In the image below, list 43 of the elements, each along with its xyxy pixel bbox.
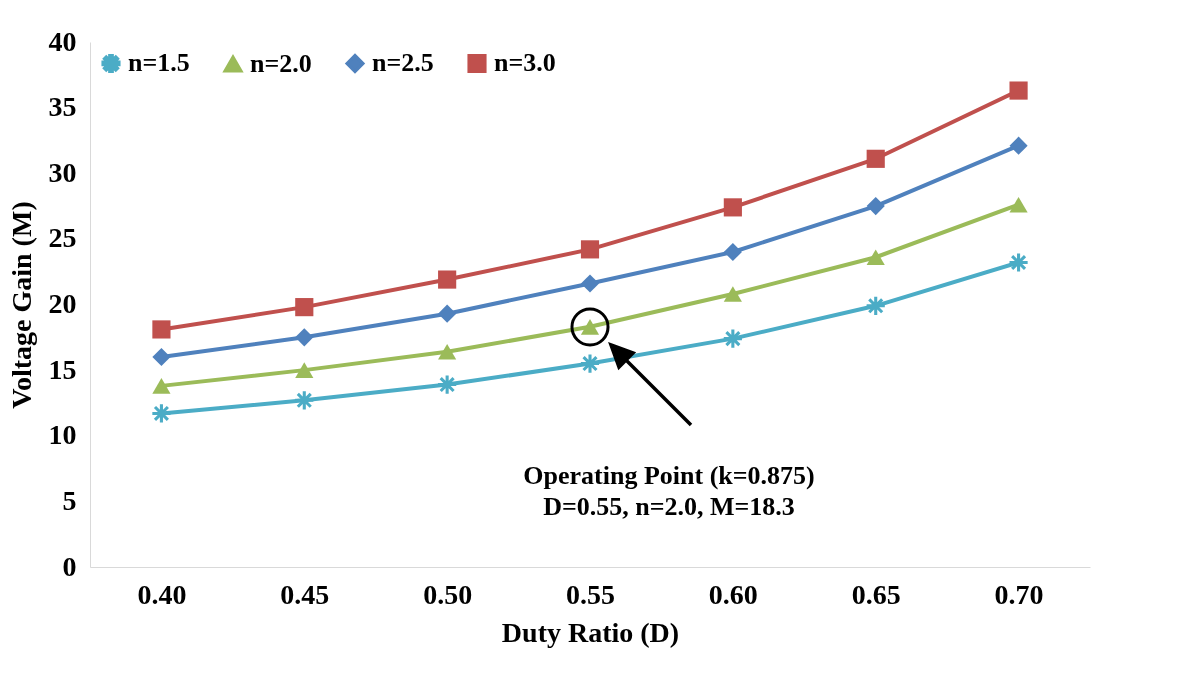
point <box>723 198 742 217</box>
y-tick-label: 30 <box>48 156 77 188</box>
x-tick-label: 0.50 <box>423 578 473 610</box>
point <box>152 320 171 339</box>
point <box>438 270 457 289</box>
legend-label: n=1.5 <box>128 48 190 78</box>
y-tick-label: 15 <box>48 353 77 385</box>
point <box>1009 81 1028 100</box>
x-tick-label: 0.70 <box>994 578 1044 610</box>
x-tick-label: 0.55 <box>566 578 615 610</box>
y-tick-label: 40 <box>48 25 77 57</box>
y-tick-label: 20 <box>48 288 77 319</box>
point <box>723 286 742 302</box>
x-tick-label: 0.45 <box>280 578 330 610</box>
point <box>866 249 885 266</box>
point <box>580 240 600 259</box>
point <box>438 304 457 323</box>
x-tick-label: 0.40 <box>137 578 187 610</box>
legend-label: n=2.0 <box>250 49 312 78</box>
y-tick-label: 0 <box>62 550 77 582</box>
point <box>152 347 171 367</box>
legend-label: n=2.5 <box>372 48 434 78</box>
point <box>1009 196 1028 213</box>
point <box>866 196 885 216</box>
point <box>1009 136 1028 155</box>
y-tick-label: 35 <box>48 91 77 123</box>
point <box>295 362 314 378</box>
point <box>580 274 600 293</box>
x-axis-title: Duty Ratio (D) <box>501 616 680 648</box>
x-tick-label: 0.60 <box>708 578 758 610</box>
point <box>866 149 885 168</box>
x-tick-label: 0.65 <box>851 578 901 610</box>
point <box>295 328 314 347</box>
legend-label: n=3.0 <box>494 48 556 78</box>
annotation: Operating Point (k=0.875) D=0.55, n=2.0, M=18.3 <box>523 461 815 521</box>
point <box>438 343 457 360</box>
point <box>152 378 171 394</box>
y-tick-label: 25 <box>48 222 77 254</box>
y-axis-title: Voltage Gain (M) <box>5 201 37 409</box>
point <box>295 298 314 317</box>
y-tick-label: 10 <box>48 419 77 451</box>
y-tick-label: 5 <box>62 484 77 516</box>
point <box>723 242 742 262</box>
